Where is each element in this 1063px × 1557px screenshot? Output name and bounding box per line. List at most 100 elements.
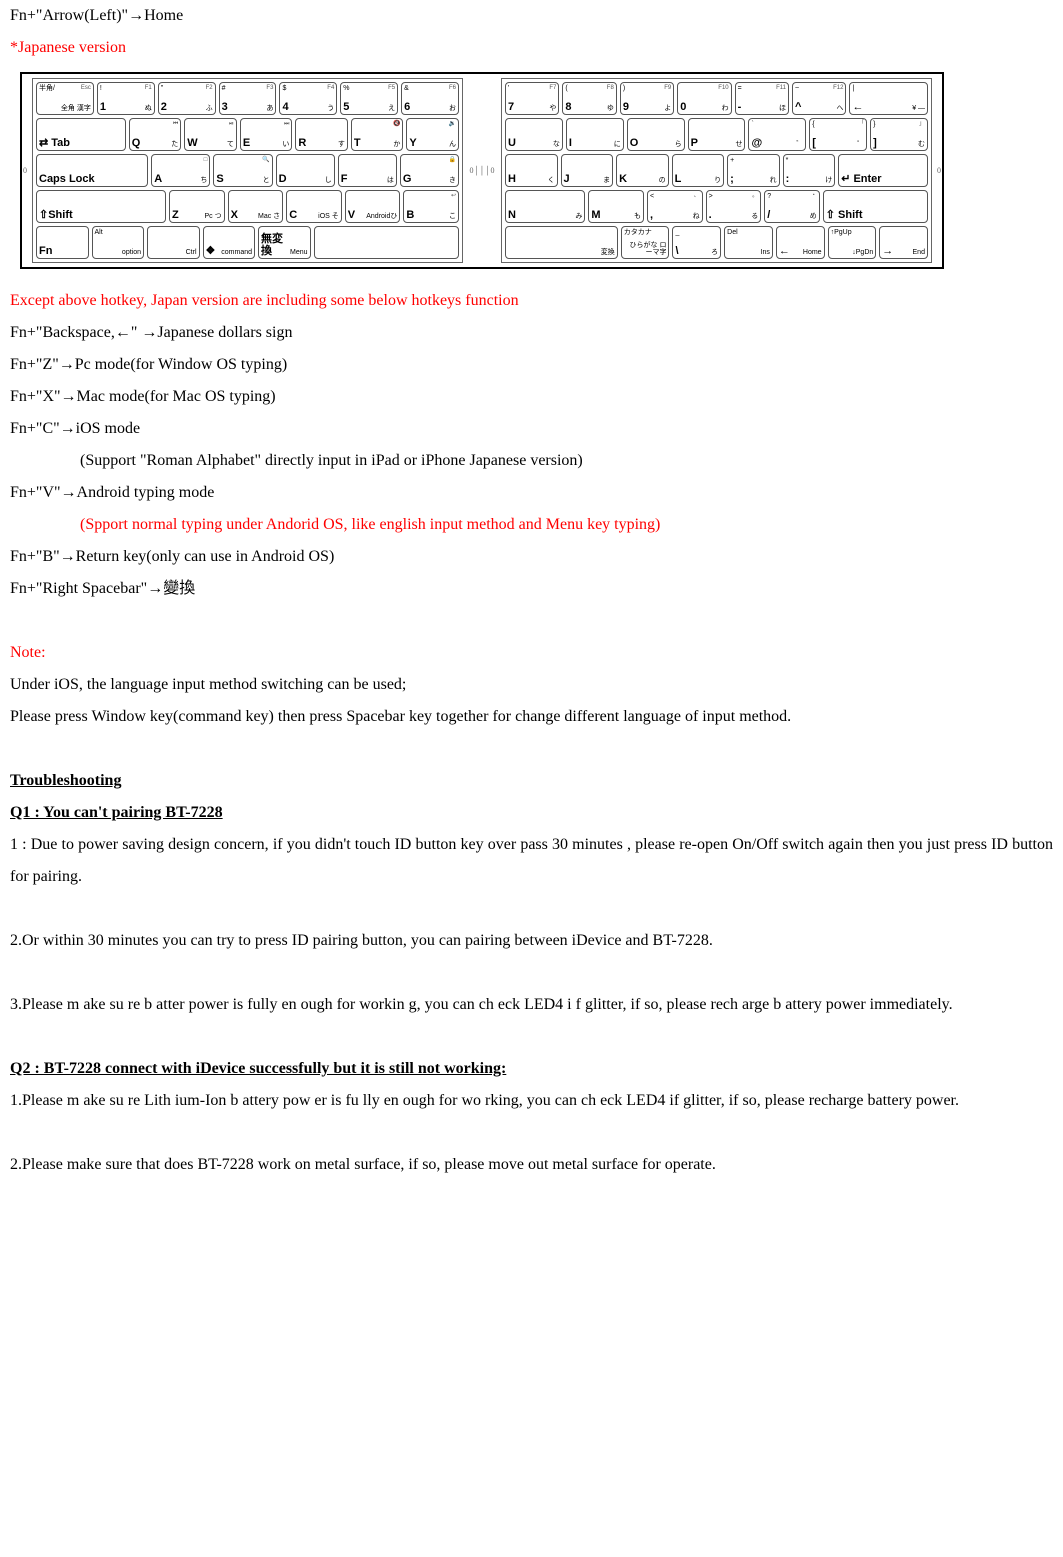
hotkey-spacebar: Fn+"Right Spacebar"→變換 xyxy=(10,573,1053,605)
keyboard-key: ↵ Enter xyxy=(838,154,928,187)
side-pad: 0 xyxy=(936,74,942,267)
keyboard-key: &F66お xyxy=(401,82,459,115)
japanese-version-label: *Japanese version xyxy=(10,32,1053,64)
q1-item-1: 1 : Due to power saving design concern, … xyxy=(10,829,1053,893)
keyboard-key: "F22ふ xyxy=(158,82,216,115)
keyboard-key: ⇧Shift xyxy=(36,190,166,223)
keyboard-key: F100わ xyxy=(677,82,731,115)
keyboard-key: }」]む xyxy=(870,118,928,151)
keyboard-key: =F11-ほ xyxy=(735,82,789,115)
keyboard-key: ↩Bこ xyxy=(403,190,459,223)
keyboard-key: ↑PgUp↓PgDn xyxy=(828,226,877,259)
keyboard-key: XMac さ xyxy=(228,190,284,223)
keyboard-key: $F44う xyxy=(279,82,337,115)
keyboard-key: ⏯Wて xyxy=(184,118,237,151)
keyboard-key: `@゛ xyxy=(748,118,806,151)
keyboard-key: {「[゜ xyxy=(809,118,867,151)
keyboard-hinge: 0│││0 xyxy=(467,74,497,267)
keyboard-row: HくJまKのLり+;れ*:け↵ Enter xyxy=(505,154,928,187)
troubleshooting-heading: Troubleshooting xyxy=(10,765,1053,797)
keyboard-right-half: 'F77や(F88ゆ)F99よF100わ=F11-ほ~F12^へ|←¥ —UなI… xyxy=(501,78,932,263)
keyboard-key: カタカナひらがな ローマ字 xyxy=(621,226,670,259)
text: Fn+"Arrow(Left)" xyxy=(10,7,128,24)
keyboard-key: 半角/Esc全角 漢字 xyxy=(36,82,94,115)
keyboard-key: 🔇Tか xyxy=(351,118,404,151)
keyboard-key: ?・/め xyxy=(764,190,820,223)
text: Home xyxy=(144,7,183,24)
keyboard-key: |←¥ — xyxy=(849,82,928,115)
q2-item-1: 1.Please m ake su re Lith ium-Ion b atte… xyxy=(10,1085,1053,1117)
keyboard-row: Caps Lock□Aち🔍SとDしFは🔒Gき xyxy=(36,154,459,187)
hotkey-b: Fn+"B"→Return key(only can use in Androi… xyxy=(10,541,1053,573)
q1-item-3: 3.Please m ake su re b atter power is fu… xyxy=(10,989,1053,1021)
keyboard-row: ⇧ShiftZPc つXMac さCiOS そVAndroidひ↩Bこ xyxy=(36,190,459,223)
arrow-right-icon: → xyxy=(60,420,76,437)
keyboard-key: Rす xyxy=(295,118,348,151)
keyboard-key: 🔒Gき xyxy=(400,154,459,187)
keyboard-key: Dし xyxy=(276,154,335,187)
keyboard-key: Mも xyxy=(588,190,644,223)
except-note: Except above hotkey, Japan version are i… xyxy=(10,285,1053,317)
keyboard-key: VAndroidひ xyxy=(345,190,401,223)
keyboard-key: Uな xyxy=(505,118,563,151)
arrow-right-icon: → xyxy=(59,356,75,373)
keyboard-key: 無変換Menu xyxy=(258,226,311,259)
note-1: Under iOS, the language input method swi… xyxy=(10,669,1053,701)
keyboard-key: □Aち xyxy=(151,154,210,187)
arrow-right-icon: → xyxy=(61,388,77,405)
keyboard-key xyxy=(314,226,460,259)
keyboard-key: ❖command xyxy=(203,226,256,259)
keyboard-key: )F99よ xyxy=(620,82,674,115)
keyboard-row: 半角/Esc全角 漢字!F11ぬ"F22ふ#F33あ$F44う%F55え&F66… xyxy=(36,82,459,115)
keyboard-key: CiOS そ xyxy=(286,190,342,223)
keyboard-key: Pせ xyxy=(688,118,746,151)
q2-item-2: 2.Please make sure that does BT-7228 wor… xyxy=(10,1149,1053,1181)
note-heading: Note: xyxy=(10,637,1053,669)
keyboard-key: ⇄ Tab xyxy=(36,118,126,151)
keyboard-row: FnAltoptionCtrl❖command無変換Menu xyxy=(36,226,459,259)
q1-item-2: 2.Or within 30 minutes you can try to pr… xyxy=(10,925,1053,957)
keyboard-key: (F88ゆ xyxy=(562,82,616,115)
arrow-left-icon: ← xyxy=(115,324,131,341)
keyboard-key: <、,ね xyxy=(647,190,703,223)
keyboard-key: →End xyxy=(879,226,928,259)
q1-heading: Q1 : You can't pairing BT-7228 xyxy=(10,797,1053,829)
keyboard-key: Ctrl xyxy=(147,226,200,259)
keyboard-key: DelIns xyxy=(724,226,773,259)
keyboard-row: 変換カタカナひらがな ローマ字_\ろDelIns←Home↑PgUp↓PgDn→… xyxy=(505,226,928,259)
keyboard-key: Fn xyxy=(36,226,89,259)
keyboard-row: UなIにOらPせ`@゛{「[゜}」]む xyxy=(505,118,928,151)
hotkey-v-sub: (Spport normal typing under Andorid OS, … xyxy=(10,509,1053,541)
hotkey-c: Fn+"C"→iOS mode xyxy=(10,413,1053,445)
note-2: Please press Window key(command key) the… xyxy=(10,701,1053,733)
keyboard-key: *:け xyxy=(783,154,836,187)
keyboard-key: ZPc つ xyxy=(169,190,225,223)
hotkey-v: Fn+"V"→Android typing mode xyxy=(10,477,1053,509)
keyboard-key: 🔉Yん xyxy=(406,118,459,151)
keyboard-key: #F33あ xyxy=(219,82,277,115)
keyboard-row: ⇄ Tab⏮Qた⏯Wて⏭EいRす🔇Tか🔉Yん xyxy=(36,118,459,151)
keyboard-key: %F55え xyxy=(340,82,398,115)
keyboard-row: NみMも<、,ね>。.る?・/め⇧ Shift xyxy=(505,190,928,223)
keyboard-key: ~F12^へ xyxy=(792,82,846,115)
keyboard-key: 'F77や xyxy=(505,82,559,115)
keyboard-key: Fは xyxy=(338,154,397,187)
keyboard-key: !F11ぬ xyxy=(97,82,155,115)
keyboard-key: 🔍Sと xyxy=(213,154,272,187)
side-pad: 0 xyxy=(22,74,28,267)
keyboard-key: ⏮Qた xyxy=(129,118,182,151)
arrow-icon: → xyxy=(128,7,144,24)
keyboard-key: ⏭Eい xyxy=(240,118,293,151)
keyboard-key: Iに xyxy=(566,118,624,151)
hotkey-backspace: Fn+"Backspace,←" →Japanese dollars sign xyxy=(10,317,1053,349)
keyboard-key: _\ろ xyxy=(672,226,721,259)
arrow-right-icon: → xyxy=(147,580,163,597)
arrow-right-icon: → xyxy=(60,548,76,565)
hotkey-z: Fn+"Z"→Pc mode(for Window OS typing) xyxy=(10,349,1053,381)
keyboard-key: ←Home xyxy=(776,226,825,259)
keyboard-key: 変換 xyxy=(505,226,618,259)
keyboard-row: 'F77や(F88ゆ)F99よF100わ=F11-ほ~F12^へ|←¥ — xyxy=(505,82,928,115)
keyboard-key: Kの xyxy=(616,154,669,187)
keyboard-key: Lり xyxy=(672,154,725,187)
line-home: Fn+"Arrow(Left)"→Home xyxy=(10,0,1053,32)
